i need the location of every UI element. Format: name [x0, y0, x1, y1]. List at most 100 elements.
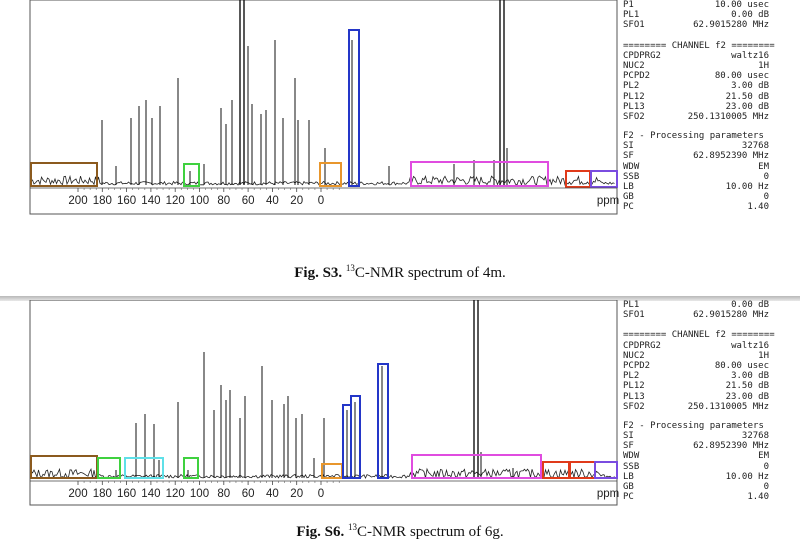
panel-divider — [0, 296, 800, 301]
figure-caption-s3: Fig. S3. 13C-NMR spectrum of 4m. — [0, 263, 800, 282]
figure-s3: 200 180 160 140 120 100 80 60 40 20 0 ppm P1 10.00 u… — [0, 0, 800, 282]
box-magenta — [411, 454, 542, 479]
caption-sup: 13 — [345, 263, 355, 273]
tick-label: 120 — [166, 488, 185, 500]
param-row: CPDPRG2 waltz16 — [623, 51, 769, 61]
tick-label: 20 — [290, 195, 303, 207]
peaks-group — [115, 300, 514, 478]
channel-header: ======== CHANNEL f2 ======== — [623, 40, 775, 51]
param-row: SSB 0 — [623, 172, 769, 182]
param-row: PC 1.40 — [623, 202, 769, 212]
tick-label: 160 — [117, 195, 136, 207]
param-key: SFO1 — [623, 310, 645, 321]
param-value: 0 — [763, 171, 769, 182]
param-row: CPDPRG2 waltz16 — [623, 341, 769, 351]
caption-label: Fig. S3. — [294, 265, 343, 281]
param-row: PC 1.40 — [623, 492, 769, 502]
box-brown — [30, 455, 98, 479]
param-value: 80.00 usec — [714, 71, 769, 82]
tick-label: 200 — [68, 195, 87, 207]
param-value: 10.00 Hz — [725, 182, 769, 192]
param-key: GB — [623, 192, 634, 203]
param-key: NUC2 — [623, 60, 645, 71]
box-red — [565, 170, 591, 188]
param-value: 1H — [758, 350, 769, 361]
param-row: GB 0 — [623, 192, 769, 202]
param-value: EM — [758, 161, 769, 172]
x-axis: 200 180 160 140 120 100 80 60 40 20 0 ppm — [30, 480, 619, 500]
figure-s6: 200 180 160 140 120 100 80 60 40 20 0 ppm PL1 0.00 d… — [0, 300, 800, 547]
box-violet — [594, 461, 618, 479]
param-row: SI 32768 — [623, 431, 769, 441]
tick-label: 200 — [68, 488, 87, 500]
tick-label: ppm — [597, 195, 619, 207]
param-row: WDW EM — [623, 451, 769, 461]
param-value: 3.00 dB — [731, 81, 769, 92]
param-key: LB — [623, 182, 634, 192]
param-key: SSB — [623, 171, 640, 182]
param-key: NUC2 — [623, 350, 645, 361]
x-axis: 200 180 160 140 120 100 80 60 40 20 0 ppm — [30, 187, 619, 207]
param-key: SF — [623, 151, 634, 162]
param-value: 250.1310005 MHz — [687, 111, 769, 122]
highlight-boxes — [30, 29, 618, 188]
param-key: PL13 — [623, 391, 645, 402]
param-value: 0.00 dB — [731, 10, 769, 21]
figure-caption-s6: Fig. S6. 13C-NMR spectrum of 6g. — [0, 522, 800, 541]
box-orange — [319, 162, 342, 187]
highlight-boxes — [30, 363, 618, 479]
tick-label: 160 — [117, 488, 136, 500]
param-value: 32768 — [741, 141, 769, 152]
param-value: 62.9015280 MHz — [693, 20, 769, 31]
caption-sup: 13 — [348, 522, 358, 532]
param-row: PL2 3.00 dB — [623, 81, 769, 91]
param-value: 0 — [763, 192, 769, 203]
tick-label: 180 — [93, 195, 112, 207]
param-key: PL2 — [623, 81, 640, 92]
tick-label: 100 — [190, 195, 209, 207]
param-row: PL12 21.50 dB — [623, 92, 769, 102]
param-key: PL2 — [623, 371, 640, 382]
nmr-spectrum-6g: 200 180 160 140 120 100 80 60 40 20 0 ppm — [29, 300, 619, 506]
tick-label: 120 — [166, 195, 185, 207]
spectrum-frame — [29, 300, 618, 506]
param-value: 23.00 dB — [725, 101, 769, 112]
param-value: 21.50 dB — [725, 91, 769, 102]
param-key: SSB — [623, 461, 640, 472]
param-key: PL12 — [623, 91, 645, 102]
param-value: 10.00 Hz — [725, 471, 769, 482]
param-value: 80.00 usec — [714, 360, 769, 371]
param-row: SFO1 62.9015280 MHz — [623, 20, 769, 30]
param-row: PL1 0.00 dB — [623, 10, 769, 20]
processing-header: F2 - Processing parameters — [623, 420, 764, 431]
param-key: GB — [623, 482, 634, 492]
param-key: CPDPRG2 — [623, 50, 661, 61]
tick-label: 100 — [190, 488, 209, 500]
box-blue-2 — [350, 395, 361, 479]
box-blue-3 — [377, 363, 389, 479]
caption-text: C-NMR spectrum of 6g. — [357, 524, 504, 540]
peaks-group — [101, 0, 508, 185]
tick-label: 140 — [141, 488, 160, 500]
param-key: SF — [623, 441, 634, 452]
param-row: SFO2 250.1310005 MHz — [623, 112, 769, 122]
tick-label: 180 — [93, 488, 112, 500]
param-value: 32768 — [741, 431, 769, 442]
param-key: SI — [623, 141, 634, 152]
param-key: SI — [623, 431, 634, 442]
param-key: LB — [623, 471, 634, 482]
param-value: 0 — [763, 482, 769, 492]
param-key: WDW — [623, 451, 640, 462]
param-key: PL12 — [623, 381, 645, 392]
param-value: waltz16 — [731, 340, 769, 351]
param-value: 250.1310005 MHz — [687, 401, 769, 412]
param-key: PL13 — [623, 101, 645, 112]
acquisition-params: P1 10.00 usec PL1 0.00 dB SFO1 62.9015280 MHz… — [623, 0, 775, 213]
param-row: PL12 21.50 dB — [623, 381, 769, 391]
param-value: 62.9015280 MHz — [693, 310, 769, 321]
box-green-2 — [183, 457, 199, 479]
param-row: SSB 0 — [623, 462, 769, 472]
param-row: SF 62.8952390 MHz — [623, 441, 769, 451]
box-brown — [30, 162, 98, 187]
param-row: NUC2 1H — [623, 351, 769, 361]
